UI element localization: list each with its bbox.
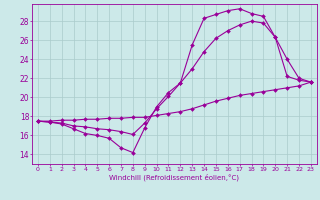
X-axis label: Windchill (Refroidissement éolien,°C): Windchill (Refroidissement éolien,°C) bbox=[109, 173, 239, 181]
